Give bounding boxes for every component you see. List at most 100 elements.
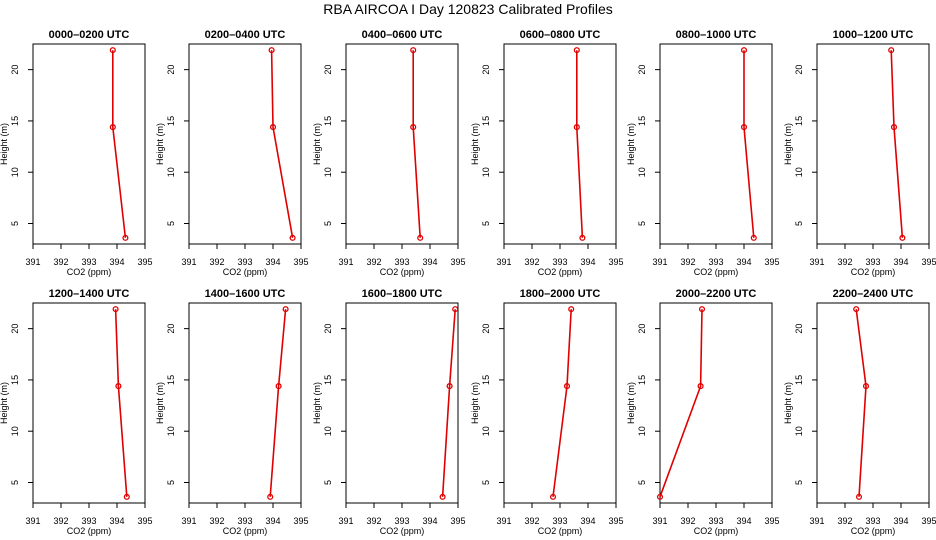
x-tick-label: 392 [366, 516, 381, 526]
y-tick-label: 10 [794, 167, 804, 177]
x-tick-label: 394 [109, 516, 124, 526]
x-tick-label: 392 [53, 257, 68, 267]
y-tick-label: 5 [794, 221, 804, 226]
data-point [862, 383, 870, 390]
panel-title: 0000–0200 UTC [49, 29, 130, 41]
panel-9: 1600–1800 UTC 391 392 393 394 395 CO2 (ppm) 5 10… [312, 288, 466, 536]
data-point [269, 124, 277, 131]
data-point [268, 47, 275, 54]
data-point [750, 234, 757, 241]
panel-title: 2000–2200 UTC [676, 288, 757, 300]
profile-line [890, 50, 904, 238]
x-tick-label: 392 [837, 516, 852, 526]
data-point [855, 493, 863, 500]
y-tick-label: 5 [166, 480, 176, 485]
data-point [439, 493, 446, 500]
plot-frame [816, 43, 930, 245]
x-tick-label: 391 [809, 516, 824, 526]
data-point [410, 47, 417, 54]
y-tick-label: 15 [166, 375, 176, 385]
data-point [656, 493, 664, 500]
x-tick-label: 391 [181, 516, 196, 526]
panel-6: 1000–1200 UTC 391 392 393 394 395 CO2 (ppm) 5 10… [783, 29, 936, 277]
plot-frame [345, 302, 459, 504]
y-tick-label: 10 [10, 426, 20, 436]
y-axis-label: Height (m) [470, 123, 480, 165]
plot-frame [32, 302, 146, 504]
y-tick-label: 15 [794, 375, 804, 385]
panel-7: 1200–1400 UTC 391 392 393 394 395 CO2 (ppm) 5 10… [0, 288, 153, 536]
y-tick-label: 10 [323, 426, 333, 436]
y-axis-label: Height (m) [470, 382, 480, 424]
data-point [109, 47, 116, 54]
y-tick-label: 20 [481, 324, 491, 334]
x-tick-label: 395 [137, 516, 152, 526]
x-tick-label: 395 [921, 257, 936, 267]
y-axis-label: Height (m) [312, 382, 322, 424]
main-title: RBA AIRCOA I Day 120823 Calibrated Profi… [323, 1, 613, 17]
y-tick-label: 10 [166, 167, 176, 177]
x-tick-label: 393 [865, 516, 880, 526]
x-tick-label: 391 [652, 257, 667, 267]
y-tick-label: 10 [166, 426, 176, 436]
y-tick-label: 5 [637, 221, 647, 226]
x-tick-label: 395 [608, 257, 623, 267]
x-tick-label: 393 [81, 257, 96, 267]
x-tick-label: 395 [608, 516, 623, 526]
y-tick-label: 20 [323, 65, 333, 75]
x-tick-label: 395 [293, 516, 308, 526]
panel-3: 0400–0600 UTC 391 392 393 394 395 CO2 (ppm) 5 10… [312, 29, 466, 277]
x-tick-label: 395 [293, 257, 308, 267]
plot-frame [816, 302, 930, 504]
x-tick-label: 393 [394, 257, 409, 267]
y-axis-label: Height (m) [783, 382, 793, 424]
data-point [888, 47, 895, 54]
y-tick-label: 10 [637, 426, 647, 436]
y-tick-label: 15 [637, 375, 647, 385]
data-point [410, 124, 417, 131]
panel-1: 0000–0200 UTC 391 392 393 394 395 CO2 (ppm) 5 10… [0, 29, 153, 277]
y-tick-label: 15 [166, 116, 176, 126]
y-tick-label: 10 [481, 167, 491, 177]
y-tick-label: 10 [323, 167, 333, 177]
y-tick-label: 5 [166, 221, 176, 226]
panel-11: 2000–2200 UTC 391 392 393 394 395 CO2 (ppm) 5 10… [626, 288, 780, 536]
x-tick-label: 392 [53, 516, 68, 526]
panel-title: 1000–1200 UTC [833, 29, 914, 41]
panel-title: 0400–0600 UTC [362, 29, 443, 41]
panel-5: 0800–1000 UTC 391 392 393 394 395 CO2 (ppm) 5 10… [626, 29, 780, 277]
panel-title: 2200–2400 UTC [833, 288, 914, 300]
x-tick-label: 394 [580, 257, 595, 267]
x-tick-label: 393 [708, 516, 723, 526]
y-tick-label: 5 [794, 480, 804, 485]
x-tick-label: 392 [209, 257, 224, 267]
plot-frame [32, 43, 146, 245]
profile-line [112, 50, 127, 238]
data-point [112, 306, 119, 313]
y-tick-label: 20 [637, 65, 647, 75]
data-point [573, 124, 580, 131]
x-tick-label: 392 [524, 257, 539, 267]
x-axis-label: CO2 (ppm) [380, 526, 425, 536]
data-point [267, 493, 274, 500]
profile-line [575, 50, 584, 238]
x-tick-label: 392 [680, 516, 695, 526]
panel-title: 0200–0400 UTC [205, 29, 286, 41]
y-tick-label: 20 [166, 324, 176, 334]
data-point [698, 306, 706, 313]
panel-8: 1400–1600 UTC 391 392 393 394 395 CO2 (ppm) 5 10… [155, 288, 309, 536]
x-tick-label: 391 [496, 257, 511, 267]
y-axis-label: Height (m) [626, 382, 636, 424]
plot-frame [188, 43, 302, 245]
data-point [573, 47, 580, 54]
x-tick-label: 395 [450, 257, 465, 267]
y-tick-label: 15 [10, 375, 20, 385]
y-axis-label: Height (m) [783, 123, 793, 165]
y-axis-label: Height (m) [312, 123, 322, 165]
x-tick-label: 391 [338, 516, 353, 526]
x-tick-label: 395 [450, 516, 465, 526]
plot-frame [659, 43, 773, 245]
data-point [568, 306, 575, 313]
x-tick-label: 395 [921, 516, 936, 526]
